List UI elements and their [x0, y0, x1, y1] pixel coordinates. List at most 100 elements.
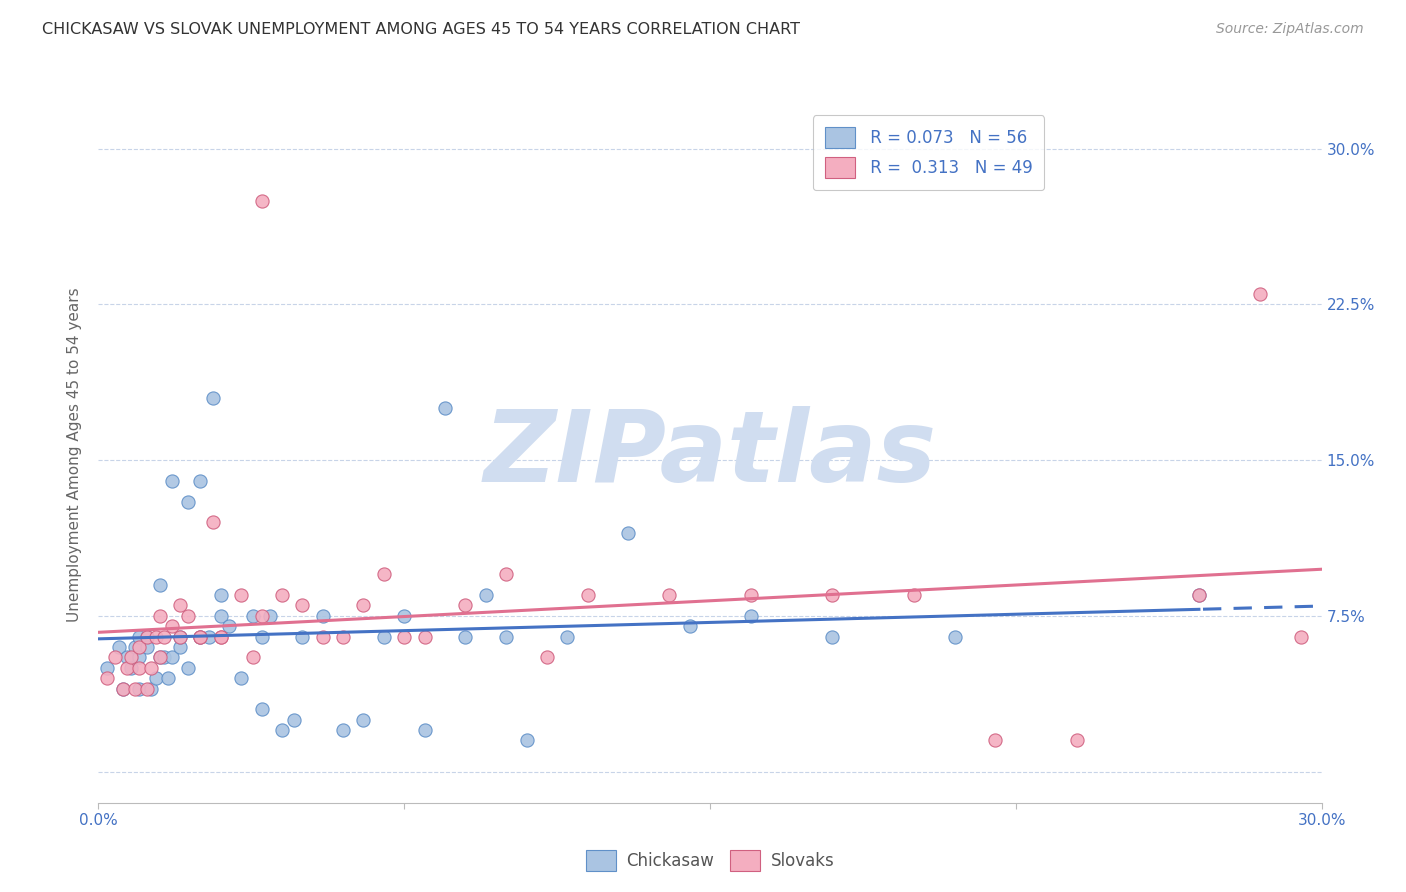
- Point: [1188, 588, 1211, 602]
- Point: [169, 630, 191, 644]
- Text: CHICKASAW VS SLOVAK UNEMPLOYMENT AMONG AGES 45 TO 54 YEARS CORRELATION CHART: CHICKASAW VS SLOVAK UNEMPLOYMENT AMONG A…: [42, 22, 800, 37]
- Point: [128, 630, 150, 644]
- Point: [984, 733, 1007, 747]
- Point: [495, 567, 517, 582]
- Point: [149, 650, 172, 665]
- Point: [120, 650, 142, 665]
- Point: [332, 723, 354, 738]
- Point: [242, 650, 264, 665]
- Point: [128, 661, 150, 675]
- Point: [536, 650, 558, 665]
- Point: [392, 608, 416, 623]
- Point: [188, 630, 212, 644]
- Point: [352, 599, 374, 613]
- Point: [392, 630, 416, 644]
- Point: [617, 525, 640, 540]
- Point: [1249, 287, 1271, 301]
- Point: [740, 608, 762, 623]
- Point: [141, 661, 163, 675]
- Point: [128, 640, 150, 654]
- Point: [156, 671, 179, 685]
- Point: [128, 681, 150, 696]
- Point: [149, 608, 172, 623]
- Point: [312, 608, 335, 623]
- Point: [177, 494, 200, 508]
- Point: [149, 650, 172, 665]
- Point: [201, 391, 224, 405]
- Point: [152, 650, 174, 665]
- Point: [454, 630, 477, 644]
- Point: [679, 619, 702, 633]
- Point: [115, 661, 138, 675]
- Point: [413, 630, 436, 644]
- Point: [201, 516, 224, 530]
- Point: [136, 640, 159, 654]
- Point: [516, 733, 538, 747]
- Point: [242, 608, 264, 623]
- Text: Source: ZipAtlas.com: Source: ZipAtlas.com: [1216, 22, 1364, 37]
- Point: [149, 578, 172, 592]
- Point: [312, 630, 335, 644]
- Point: [108, 640, 131, 654]
- Point: [188, 630, 212, 644]
- Y-axis label: Unemployment Among Ages 45 to 54 years: Unemployment Among Ages 45 to 54 years: [67, 287, 83, 623]
- Point: [283, 713, 305, 727]
- Point: [115, 650, 138, 665]
- Point: [270, 723, 294, 738]
- Point: [413, 723, 436, 738]
- Point: [454, 599, 477, 613]
- Point: [474, 588, 498, 602]
- Point: [1066, 733, 1088, 747]
- Point: [231, 671, 253, 685]
- Point: [231, 588, 253, 602]
- Point: [373, 567, 395, 582]
- Point: [169, 630, 191, 644]
- Point: [821, 630, 844, 644]
- Point: [943, 630, 966, 644]
- Point: [160, 619, 183, 633]
- Point: [124, 640, 146, 654]
- Point: [104, 650, 127, 665]
- Point: [197, 630, 219, 644]
- Point: [160, 474, 183, 488]
- Point: [152, 630, 174, 644]
- Point: [120, 661, 142, 675]
- Point: [495, 630, 517, 644]
- Point: [96, 671, 118, 685]
- Point: [821, 588, 844, 602]
- Point: [160, 650, 183, 665]
- Point: [177, 608, 200, 623]
- Point: [557, 630, 579, 644]
- Point: [136, 630, 159, 644]
- Point: [111, 681, 134, 696]
- Point: [740, 588, 762, 602]
- Point: [291, 599, 314, 613]
- Point: [141, 681, 163, 696]
- Point: [270, 588, 294, 602]
- Point: [250, 608, 273, 623]
- Point: [111, 681, 134, 696]
- Point: [188, 630, 212, 644]
- Point: [1291, 630, 1313, 644]
- Point: [250, 702, 273, 716]
- Point: [373, 630, 395, 644]
- Point: [903, 588, 925, 602]
- Point: [259, 608, 281, 623]
- Point: [1188, 588, 1211, 602]
- Point: [96, 661, 118, 675]
- Point: [169, 640, 191, 654]
- Point: [434, 401, 457, 416]
- Point: [209, 630, 232, 644]
- Point: [209, 630, 232, 644]
- Point: [145, 671, 167, 685]
- Legend: Chickasaw, Slovaks: Chickasaw, Slovaks: [579, 843, 841, 878]
- Point: [250, 630, 273, 644]
- Point: [177, 661, 200, 675]
- Point: [332, 630, 354, 644]
- Point: [209, 608, 232, 623]
- Point: [576, 588, 599, 602]
- Point: [169, 599, 191, 613]
- Point: [352, 713, 374, 727]
- Point: [128, 650, 150, 665]
- Point: [136, 681, 159, 696]
